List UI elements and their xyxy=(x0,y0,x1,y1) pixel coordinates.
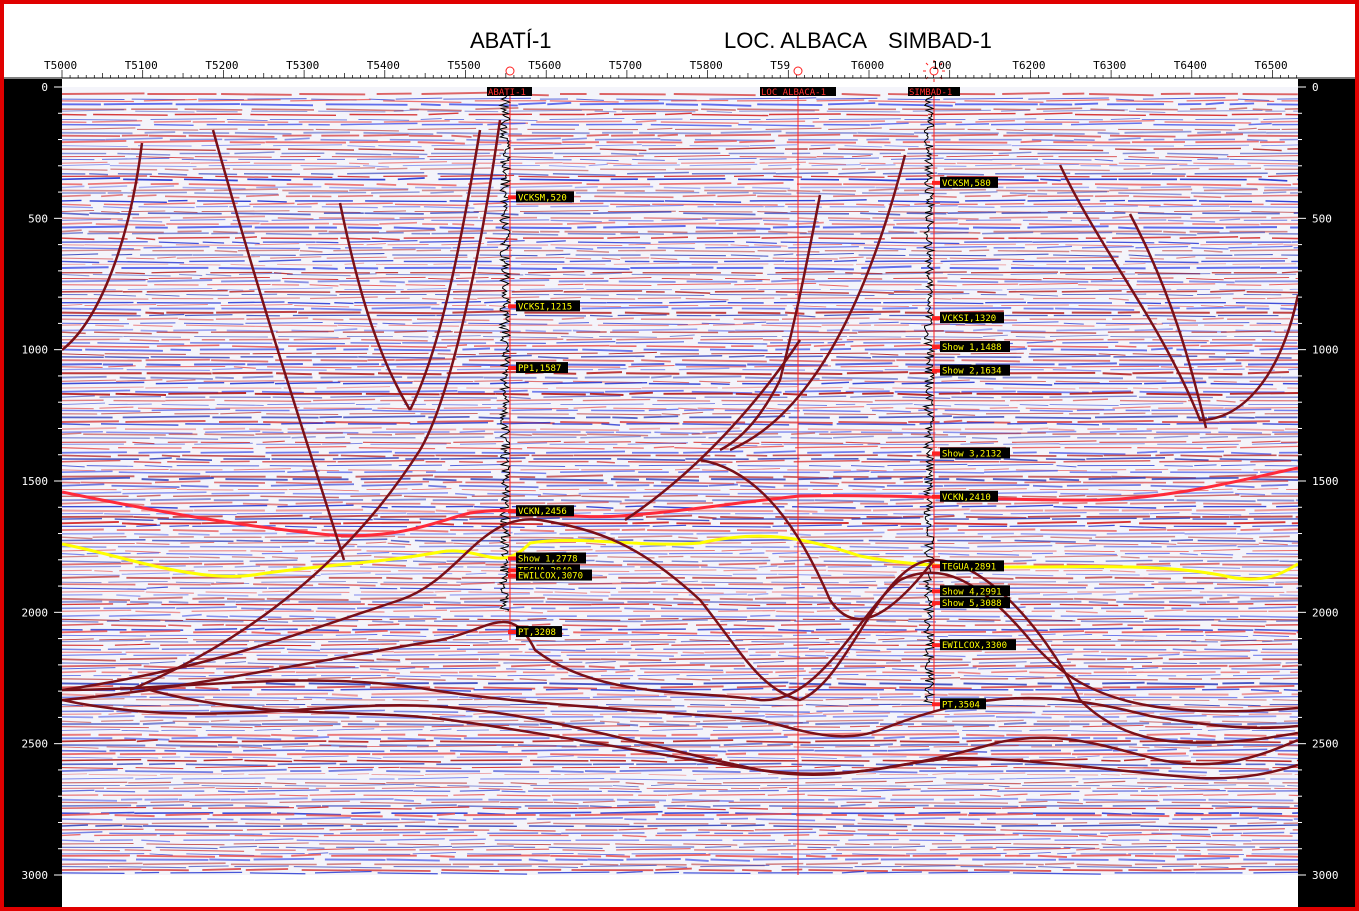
footer-scale-bar: |←1640m→| xyxy=(650,879,710,892)
marker-label: VCKSM,580 xyxy=(942,179,991,189)
well-tag-albaca: LOC ALBACA-1 xyxy=(761,88,826,98)
marker-label: PT,3208 xyxy=(518,628,556,638)
shotpoint-label: T5200 xyxy=(205,59,238,72)
time-tick-label-left: 500 xyxy=(28,212,48,225)
shotpoint-label: T5300 xyxy=(286,59,319,72)
marker-tick xyxy=(508,195,516,199)
footer-filename: precfe01.3dv xyxy=(62,879,142,892)
marker-tick xyxy=(932,495,940,499)
marker-label: Show 1,1488 xyxy=(942,343,1002,353)
well-title-abati: ABATÍ-1 xyxy=(470,28,552,53)
time-tick-label-right: 2000 xyxy=(1312,606,1339,619)
time-axis-left-band xyxy=(4,79,62,907)
shotpoint-axis: T5000 T5100 T5200 T5300 T5400 T5500 T5600 T5700… xyxy=(4,59,1355,78)
time-tick-label-right: 500 xyxy=(1312,212,1332,225)
marker-tick xyxy=(932,451,940,455)
marker-label: TEGUA,2891 xyxy=(942,562,996,572)
shotpoint-label: T5700 xyxy=(609,59,642,72)
marker-label: EWILCOX,3070 xyxy=(518,572,583,582)
marker-tick xyxy=(932,369,940,373)
shotpoint-label: T6400 xyxy=(1174,59,1207,72)
marker-tick xyxy=(932,181,940,185)
footer-acquisition-params: 32 tr/cm 3.0 IPS xyxy=(620,896,726,909)
footer-north-label: N xyxy=(1268,896,1275,909)
marker-label: VCKN,2410 xyxy=(942,493,991,503)
shotpoint-label: T5800 xyxy=(690,59,723,72)
marker-label: Show 5,3088 xyxy=(942,599,1002,609)
time-tick-label-left: 1500 xyxy=(22,475,49,488)
marker-label: PP1,1587 xyxy=(518,364,561,374)
time-tick-label-right: 1500 xyxy=(1312,475,1339,488)
time-tick-label-left: 3000 xyxy=(22,869,49,882)
footer: precfe01.3dv |←1640m→| LINE 1528 S 32 tr… xyxy=(62,879,1292,909)
marker-label: VCKN,2456 xyxy=(518,507,567,517)
marker-tick xyxy=(508,304,516,308)
time-tick-label-left: 0 xyxy=(41,81,48,94)
marker-label: EWILCOX,3300 xyxy=(942,641,1007,651)
marker-tick xyxy=(508,556,516,560)
time-axis-right-band xyxy=(1298,79,1355,907)
marker-tick xyxy=(932,702,940,706)
marker-tick xyxy=(932,564,940,568)
well-symbol-abati-icon xyxy=(506,67,514,75)
marker-tick xyxy=(508,574,516,578)
marker-label: Show 1,2778 xyxy=(518,554,578,564)
marker-tick xyxy=(932,589,940,593)
shotpoint-label: T5600 xyxy=(528,59,561,72)
marker-tick xyxy=(932,601,940,605)
shotpoint-label: T5400 xyxy=(367,59,400,72)
marker-tick xyxy=(932,316,940,320)
marker-label: Show 4,2991 xyxy=(942,587,1002,597)
footer-line-number: LINE 1528 xyxy=(1232,879,1292,892)
shotpoint-label: 100 xyxy=(932,59,952,72)
well-symbol-albaca-icon xyxy=(794,67,802,75)
time-tick-label-left: 2500 xyxy=(22,738,49,751)
time-tick-label-left: 2000 xyxy=(22,606,49,619)
marker-label: VCKSI,1320 xyxy=(942,314,996,324)
time-tick-label-right: 1000 xyxy=(1312,344,1339,357)
time-tick-label-left: 1000 xyxy=(22,344,49,357)
marker-label: Show 3,2132 xyxy=(942,449,1002,459)
shotpoint-label: T59 xyxy=(770,59,790,72)
shotpoint-label: T5100 xyxy=(125,59,158,72)
marker-label: VCKSI,1215 xyxy=(518,302,572,312)
well-title-albaca: LOC. ALBACA xyxy=(724,28,867,53)
time-tick-label-right: 0 xyxy=(1312,81,1319,94)
well-tag-abati: ABATI-1 xyxy=(488,88,526,98)
marker-label: Show 2,1634 xyxy=(942,367,1002,377)
shotpoint-label: T6300 xyxy=(1093,59,1126,72)
marker-tick xyxy=(508,366,516,370)
well-title-simbad: SIMBAD-1 xyxy=(888,28,992,53)
marker-label: PT,3504 xyxy=(942,700,980,710)
time-tick-label-right: 3000 xyxy=(1312,869,1339,882)
shotpoint-label: T5500 xyxy=(448,59,481,72)
well-tag-simbad: SIMBAD-1 xyxy=(909,88,952,98)
marker-tick xyxy=(508,509,516,513)
marker-tick xyxy=(508,568,516,572)
marker-tick xyxy=(932,345,940,349)
shotpoint-label: T5000 xyxy=(44,59,77,72)
shotpoint-label: T6200 xyxy=(1012,59,1045,72)
time-tick-label-right: 2500 xyxy=(1312,738,1339,751)
marker-tick xyxy=(932,643,940,647)
marker-label: VCKSM,520 xyxy=(518,193,567,203)
shotpoint-label: T6000 xyxy=(851,59,884,72)
footer-south-label: S xyxy=(62,896,69,909)
marker-tick xyxy=(508,630,516,634)
shotpoint-label: T6500 xyxy=(1255,59,1288,72)
